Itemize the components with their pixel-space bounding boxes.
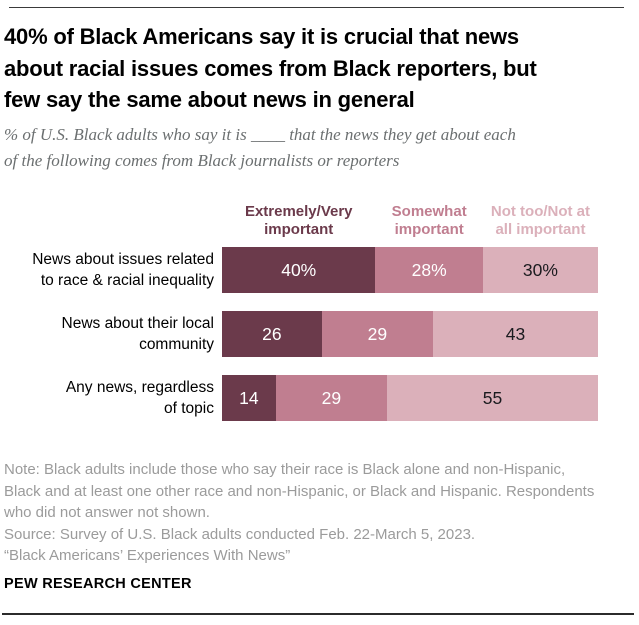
legend-item-extremely-very-important: Extremely/Very important	[222, 203, 375, 238]
brand-wordmark: PEW RESEARCH CENTER	[4, 576, 192, 592]
bar-value-label: 55	[482, 387, 503, 408]
bar-value-label: 14	[239, 387, 259, 408]
bar-value-label: 28%	[411, 259, 447, 280]
row-label-line: News about their local	[61, 315, 215, 332]
footer-note: who did not answer not shown.	[4, 504, 210, 521]
row-label: News about issues related to race & raci…	[0, 247, 222, 293]
bar-value-label: 40%	[281, 259, 317, 280]
chart-row-race-racial-inequality: News about issues related to race & raci…	[0, 247, 639, 293]
legend-item-label: Not too/Not at	[490, 203, 591, 220]
bar-segment-not-too-not-at-all-important: 30%	[482, 247, 598, 293]
bar-segment-somewhat-important: 28%	[375, 247, 483, 293]
legend-item-label: Somewhat	[391, 203, 467, 220]
bar-segment-extremely-very-important: 40%	[222, 247, 376, 293]
title-line: few say the same about news in general	[4, 87, 415, 112]
legend-item-label: all important	[495, 220, 586, 238]
legend-item-label: important	[394, 220, 464, 238]
footer-source: Source: Survey of U.S. Black adults cond…	[4, 525, 476, 543]
bar-value-label: 29	[367, 323, 388, 344]
subtitle-line: % of U.S. Black adults who say it is ___…	[4, 125, 516, 144]
footer-note: Black and at least one other race and no…	[4, 482, 595, 500]
title-line: about racial issues comes from Black rep…	[4, 55, 537, 81]
bar-value-label: 30%	[522, 259, 558, 280]
bar-value-label: 26	[262, 323, 282, 344]
legend-item-somewhat-important: Somewhat important	[375, 203, 482, 238]
bar-stack: 40% 28% 30%	[222, 247, 598, 293]
row-label-line: of topic	[164, 400, 214, 417]
bar-segment-not-too-not-at-all-important: 43	[433, 311, 598, 357]
bar-chart: Extremely/Very important Somewhat import…	[0, 203, 639, 439]
row-label-line: community	[139, 336, 214, 353]
title-line: 40% of Black Americans say it is crucial…	[4, 24, 519, 49]
chart-row-any-news: Any news, regardless of topic 14 29 55	[0, 375, 639, 421]
page-title: 40% of Black Americans say it is crucial…	[4, 21, 537, 116]
bar-segment-not-too-not-at-all-important: 55	[386, 375, 598, 421]
subtitle-line: of the following comes from Black journa…	[4, 150, 400, 170]
row-label: Any news, regardless of topic	[0, 375, 222, 421]
row-label-line: to race & racial inequality	[40, 272, 214, 289]
chart-row-local-community: News about their local community 26 29 4…	[0, 311, 639, 357]
top-rule	[9, 7, 624, 8]
row-label: News about their local community	[0, 311, 222, 357]
bar-segment-somewhat-important: 29	[321, 311, 434, 357]
bar-segment-extremely-very-important: 14	[222, 375, 276, 421]
bar-value-label: 43	[505, 323, 526, 344]
row-label-line: News about issues related	[32, 251, 214, 268]
bar-segment-somewhat-important: 29	[275, 375, 387, 421]
legend-item-label: important	[264, 220, 334, 238]
bar-value-label: 29	[321, 387, 342, 408]
row-label-line: Any news, regardless	[65, 379, 214, 396]
legend-item-label: Extremely/Very	[244, 203, 353, 220]
legend-item-not-too-not-at-all-important: Not too/Not at all important	[483, 203, 598, 238]
legend: Extremely/Very important Somewhat import…	[222, 203, 598, 247]
footer-note: Note: Black adults include those who say…	[4, 461, 566, 478]
chart-subtitle: % of U.S. Black adults who say it is ___…	[4, 122, 516, 173]
footer-citation: “Black Americans’ Experiences With News”	[4, 547, 291, 564]
bar-stack: 26 29 43	[222, 311, 598, 357]
bar-segment-extremely-very-important: 26	[222, 311, 322, 357]
bar-stack: 14 29 55	[222, 375, 598, 421]
footer: Note: Black adults include those who say…	[4, 459, 594, 567]
bottom-rule	[2, 613, 634, 615]
